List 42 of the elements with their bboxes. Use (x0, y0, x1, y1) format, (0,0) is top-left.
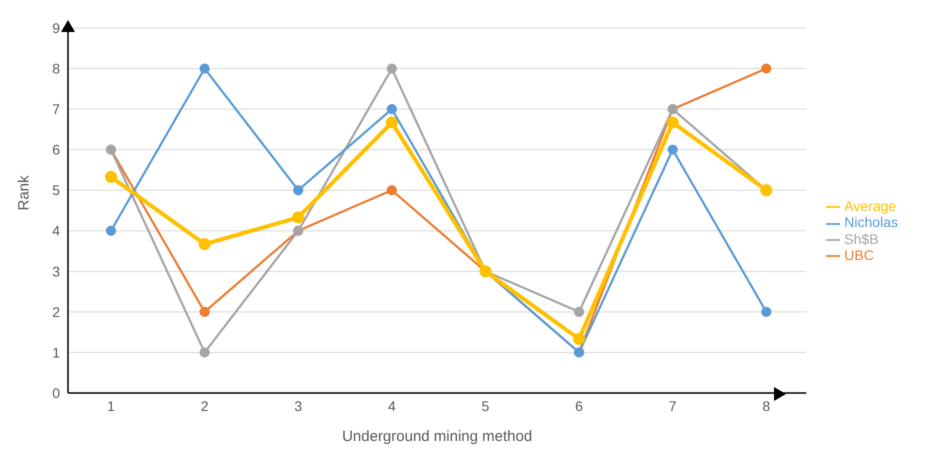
y-tick-label: 7 (52, 101, 60, 118)
legend-label: Sh$B (844, 230, 879, 246)
y-tick-label: 2 (52, 304, 60, 320)
y-tick-label: 6 (52, 142, 60, 158)
point (105, 170, 117, 183)
y-tick-label: 4 (52, 222, 60, 239)
point (574, 306, 584, 317)
point (200, 347, 210, 358)
y-tick-label: 3 (52, 263, 60, 280)
point (200, 306, 210, 317)
x-tick-label: 1 (107, 398, 116, 414)
x-axis-title: Underground mining method (342, 428, 532, 445)
legend-label: Average (844, 198, 896, 214)
point (386, 104, 397, 114)
x-tick-label: 5 (482, 398, 490, 414)
point (761, 306, 772, 317)
y-tick-label: 0 (52, 384, 60, 401)
point (668, 144, 678, 155)
legend-label: Nicholas (844, 214, 898, 230)
point (666, 116, 679, 128)
point (293, 185, 304, 196)
x-tick-label: 4 (388, 398, 396, 414)
point (573, 333, 586, 346)
point (198, 238, 211, 250)
point (386, 63, 397, 74)
y-tick-label: 5 (52, 182, 60, 198)
x-tick-label: 6 (575, 398, 584, 414)
point (761, 63, 772, 74)
point (386, 116, 398, 128)
x-tick-label: 2 (200, 398, 209, 414)
x-tick-label: 7 (668, 398, 677, 414)
point (106, 226, 116, 236)
y-tick-label: 1 (52, 344, 60, 360)
y-tick-label: 9 (52, 20, 60, 36)
y-tick-label: 8 (52, 60, 60, 77)
x-tick-label: 3 (294, 398, 302, 414)
y-axis-title: Rank (15, 174, 32, 210)
x-tick-label: 8 (762, 398, 770, 414)
point (386, 185, 397, 196)
point (292, 211, 304, 224)
point (200, 63, 210, 74)
legend-label: UBC (844, 246, 874, 263)
